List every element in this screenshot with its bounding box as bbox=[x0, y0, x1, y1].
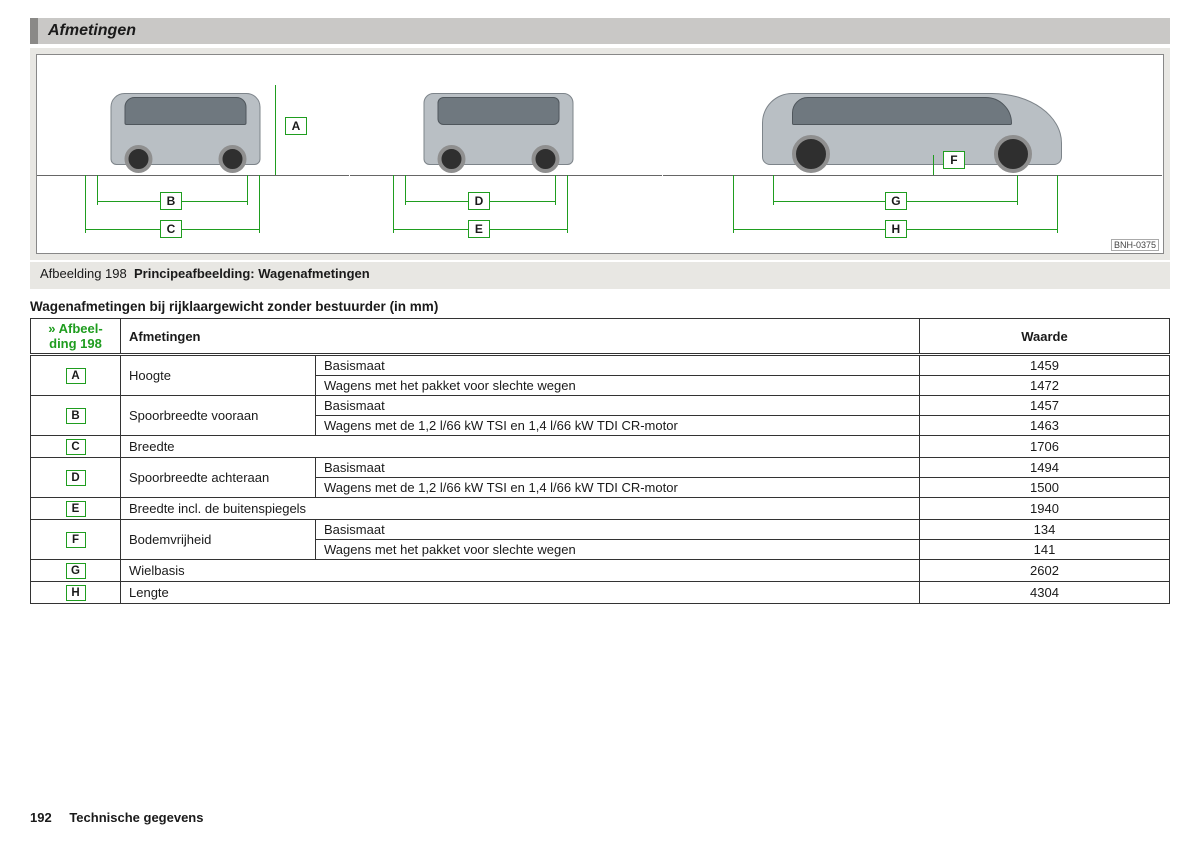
dim-cell: Bodemvrijheid bbox=[121, 520, 316, 560]
sub-cell: Basismaat bbox=[316, 458, 920, 478]
dimensions-table: » Afbeel- ding 198 Afmetingen Waarde A Ho… bbox=[30, 318, 1170, 604]
dim-F-label: F bbox=[943, 151, 965, 169]
ref-cell: F bbox=[31, 520, 121, 560]
ground-line bbox=[350, 175, 662, 176]
car-front-icon bbox=[110, 83, 260, 173]
ref-cell: E bbox=[31, 498, 121, 520]
subheading: Wagenafmetingen bij rijklaargewicht zond… bbox=[30, 299, 1170, 314]
value-cell: 1459 bbox=[920, 355, 1170, 376]
dim-cell: Spoorbreedte vooraan bbox=[121, 396, 316, 436]
page-number: 192 bbox=[30, 810, 52, 825]
ref-cell: B bbox=[31, 396, 121, 436]
value-cell: 1940 bbox=[920, 498, 1170, 520]
dim-D-label: D bbox=[468, 192, 490, 210]
sub-cell: Wagens met de 1,2 l/66 kW TSI en 1,4 l/6… bbox=[316, 478, 920, 498]
figure-caption-prefix: Afbeelding 198 bbox=[40, 266, 127, 281]
panel-rear: D E bbox=[350, 55, 663, 253]
car-side-icon bbox=[762, 83, 1062, 173]
value-cell: 1494 bbox=[920, 458, 1170, 478]
sub-cell: Wagens met het pakket voor slechte wegen bbox=[316, 540, 920, 560]
sub-cell: Basismaat bbox=[316, 355, 920, 376]
ref-cell: G bbox=[31, 560, 121, 582]
value-cell: 1463 bbox=[920, 416, 1170, 436]
ground-line bbox=[663, 175, 1162, 176]
dim-A-label: A bbox=[285, 117, 307, 135]
dim-cell: Breedte bbox=[121, 436, 920, 458]
dim-H-label: H bbox=[885, 220, 907, 238]
ref-cell: A bbox=[31, 355, 121, 396]
sub-cell: Wagens met de 1,2 l/66 kW TSI en 1,4 l/6… bbox=[316, 416, 920, 436]
footer-section: Technische gegevens bbox=[69, 810, 203, 825]
dim-E-label: E bbox=[468, 220, 490, 238]
letter-box: D bbox=[66, 470, 86, 486]
ground-line bbox=[37, 175, 349, 176]
sub-cell: Basismaat bbox=[316, 396, 920, 416]
dim-cell: Lengte bbox=[121, 582, 920, 604]
ref-link[interactable]: » Afbeel- ding 198 bbox=[48, 321, 102, 351]
value-cell: 4304 bbox=[920, 582, 1170, 604]
dim-cell: Wielbasis bbox=[121, 560, 920, 582]
panel-side: F G H bbox=[663, 55, 1163, 253]
letter-box: C bbox=[66, 439, 86, 455]
car-rear-icon bbox=[423, 83, 573, 173]
figure-inner: A B C D E bbox=[36, 54, 1164, 254]
dim-cell: Hoogte bbox=[121, 355, 316, 396]
section-title: Afmetingen bbox=[48, 22, 136, 39]
dim-cell: Breedte incl. de buitenspiegels bbox=[121, 498, 920, 520]
dim-B-label: B bbox=[160, 192, 182, 210]
letter-box: B bbox=[66, 408, 86, 424]
letter-box: G bbox=[66, 563, 86, 579]
th-ref: » Afbeel- ding 198 bbox=[31, 319, 121, 355]
letter-box: H bbox=[66, 585, 86, 601]
ref-cell: D bbox=[31, 458, 121, 498]
value-cell: 2602 bbox=[920, 560, 1170, 582]
ref-cell: H bbox=[31, 582, 121, 604]
th-val: Waarde bbox=[920, 319, 1170, 355]
sub-cell: Wagens met het pakket voor slechte wegen bbox=[316, 376, 920, 396]
figure-code: BNH-0375 bbox=[1111, 239, 1159, 251]
section-header: Afmetingen bbox=[30, 18, 1170, 44]
letter-box: E bbox=[66, 501, 86, 517]
figure-caption: Afbeelding 198 Principeafbeelding: Wagen… bbox=[30, 262, 1170, 289]
figure-caption-text: Principeafbeelding: Wagenafmetingen bbox=[134, 266, 370, 281]
ref-cell: C bbox=[31, 436, 121, 458]
letter-box: F bbox=[66, 532, 86, 548]
page-footer: 192 Technische gegevens bbox=[30, 810, 203, 825]
panel-front: A B C bbox=[37, 55, 350, 253]
sub-cell: Basismaat bbox=[316, 520, 920, 540]
dim-cell: Spoorbreedte achteraan bbox=[121, 458, 316, 498]
value-cell: 141 bbox=[920, 540, 1170, 560]
value-cell: 1472 bbox=[920, 376, 1170, 396]
dim-G-label: G bbox=[885, 192, 907, 210]
letter-box: A bbox=[66, 368, 86, 384]
th-dim: Afmetingen bbox=[121, 319, 920, 355]
value-cell: 134 bbox=[920, 520, 1170, 540]
value-cell: 1706 bbox=[920, 436, 1170, 458]
dim-C-label: C bbox=[160, 220, 182, 238]
value-cell: 1500 bbox=[920, 478, 1170, 498]
figure-frame: A B C D E bbox=[30, 48, 1170, 260]
value-cell: 1457 bbox=[920, 396, 1170, 416]
